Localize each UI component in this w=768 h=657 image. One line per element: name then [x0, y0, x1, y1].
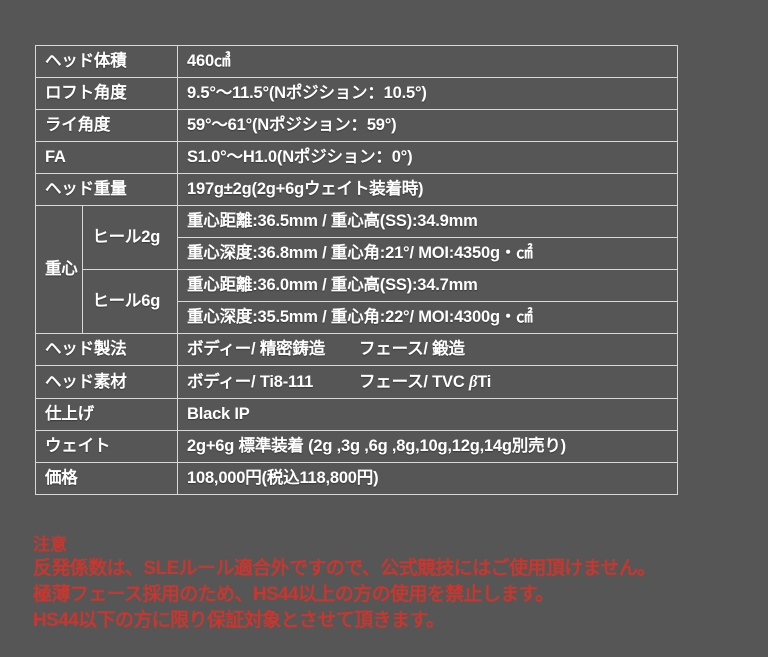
row-value-head-material: ボディー/ Ti8-111 フェース/ TVC βTi: [177, 365, 678, 399]
notice-block: 注意 反発係数は、SLEルール適合外ですので、公式競技にはご使用頂けません。 極…: [33, 534, 753, 634]
table-row: ヘッド製法 ボディー/ 精密鋳造 フェース/ 鍛造: [35, 333, 678, 366]
table-row: ヘッド重量 197g±2g(2g+6gウェイト装着時): [35, 173, 678, 206]
row-label-head-material: ヘッド素材: [35, 365, 178, 399]
cg-value-heel2g-line1: 重心距離:36.5mm / 重心高(SS):34.9mm: [177, 205, 678, 238]
notice-line-3: HS44以下の方に限り保証対象とさせて頂きます。: [33, 610, 445, 631]
head-material-face-suffix: Ti: [477, 373, 492, 391]
table-row: ライ角度 59°〜61°(Nポジション：59°): [35, 109, 678, 142]
head-construction-body: ボディー/ 精密鋳造: [187, 340, 326, 358]
row-value-weight-option: 2g+6g 標準装着 (2g ,3g ,6g ,8g,10g,12g,14g別売…: [177, 430, 678, 463]
row-value-fa: S1.0°〜H1.0(Nポジション：0°): [177, 141, 678, 174]
row-value-head-weight: 197g±2g(2g+6gウェイト装着時): [177, 173, 678, 206]
table-row: 重心深度:35.5mm / 重心角:22°/ MOI:4300g・㎠: [36, 301, 678, 334]
cg-sublabel-heel-2g: ヒール2g: [82, 205, 178, 270]
row-label-weight-option: ウェイト: [35, 430, 178, 463]
head-material-face: フェース/ TVC βTi: [359, 367, 677, 398]
spec-table-container: ヘッド体積 460㎤ ロフト角度 9.5°〜11.5°(Nポジション：10.5°…: [34, 45, 678, 495]
head-construction-face: フェース/ 鍛造: [359, 340, 465, 358]
table-row: ロフト角度 9.5°〜11.5°(Nポジション：10.5°): [35, 77, 678, 110]
table-row: FA S1.0°〜H1.0(Nポジション：0°): [35, 141, 678, 174]
table-row: 価格 108,000円(税込118,800円): [35, 462, 678, 495]
notice-line-2: 極薄フェース採用のため、HS44以上の方の使用を禁止します。: [33, 584, 554, 605]
table-row: ヒール6g 重心距離:36.0mm / 重心高(SS):34.7mm: [36, 269, 678, 334]
row-value-finish: Black IP: [177, 398, 678, 431]
cg-sublabel-heel-6g: ヒール6g: [82, 269, 178, 334]
row-label-price: 価格: [35, 462, 178, 495]
table-row: 重心 ヒール2g 重心距離:36.5mm / 重心高(SS):34.9mm: [34, 205, 678, 334]
row-label-fa: FA: [35, 141, 178, 174]
head-material-face-prefix: フェース/ TVC: [359, 373, 469, 391]
cg-value-heel2g-line2: 重心深度:36.8mm / 重心角:21°/ MOI:4350g・㎠: [177, 237, 678, 270]
head-material-body: ボディー/ Ti8-111: [187, 372, 314, 391]
table-row: ヘッド体積 460㎤: [35, 45, 678, 78]
row-value-head-construction: ボディー/ 精密鋳造 フェース/ 鍛造: [177, 333, 678, 366]
notice-line-1: 反発係数は、SLEルール適合外ですので、公式競技にはご使用頂けません。: [33, 558, 656, 579]
notice-title: 注意: [33, 535, 67, 554]
table-row: ウェイト 2g+6g 標準装着 (2g ,3g ,6g ,8g,10g,12g,…: [35, 430, 678, 463]
row-label-head-volume: ヘッド体積: [35, 45, 178, 78]
row-label-head-construction: ヘッド製法: [35, 333, 178, 366]
row-label-finish: 仕上げ: [35, 398, 178, 431]
beta-symbol: β: [468, 372, 478, 391]
row-label-loft-angle: ロフト角度: [35, 77, 178, 110]
specification-table: ヘッド体積 460㎤ ロフト角度 9.5°〜11.5°(Nポジション：10.5°…: [34, 45, 678, 495]
row-label-center-of-gravity: 重心: [34, 205, 84, 334]
row-label-lie-angle: ライ角度: [35, 109, 178, 142]
table-row: 仕上げ Black IP: [35, 398, 678, 431]
row-value-head-volume: 460㎤: [177, 45, 678, 78]
row-label-head-weight: ヘッド重量: [35, 173, 178, 206]
table-row: 重心深度:36.8mm / 重心角:21°/ MOI:4350g・㎠: [36, 237, 678, 270]
cg-value-heel6g-line1: 重心距離:36.0mm / 重心高(SS):34.7mm: [177, 269, 678, 302]
table-row: ヘッド素材 ボディー/ Ti8-111 フェース/ TVC βTi: [35, 365, 678, 399]
cg-value-heel6g-line2: 重心深度:35.5mm / 重心角:22°/ MOI:4300g・㎠: [177, 301, 678, 334]
row-value-loft-angle: 9.5°〜11.5°(Nポジション：10.5°): [177, 77, 678, 110]
row-value-lie-angle: 59°〜61°(Nポジション：59°): [177, 109, 678, 142]
row-value-price: 108,000円(税込118,800円): [177, 462, 678, 495]
